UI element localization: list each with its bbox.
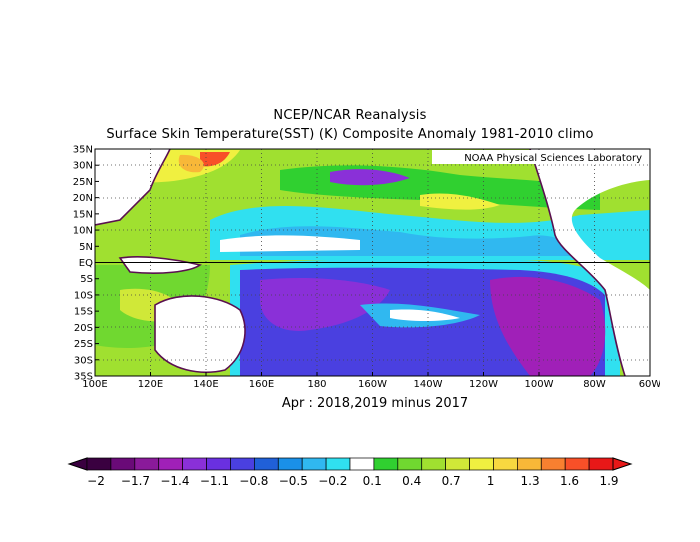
land-indonesia (120, 256, 200, 274)
coast-australia (154, 295, 246, 373)
colorbar-cell (469, 457, 494, 471)
colorbar-cell (134, 457, 160, 471)
colorbar-cell (445, 457, 470, 471)
colorbar-cell (564, 457, 590, 471)
colorbar-label: 1.6 (560, 474, 579, 488)
lat-label: 30N (73, 161, 93, 172)
colorbar-cell (588, 457, 614, 471)
colorbar-cell (325, 457, 351, 471)
latitude-axis: 35N 30N 25N 20N 15N 10N 5N EQ 5S 10S 15S 20S 25S 30S 3… (73, 145, 99, 383)
colorbar-label: −1.1 (200, 474, 229, 488)
lon-label: 160W (358, 379, 387, 390)
colorbar-cell (349, 457, 375, 471)
lat-label: 20N (73, 193, 93, 204)
lat-label: 35N (73, 145, 93, 156)
colorbar-label: −1.7 (121, 474, 150, 488)
colorbar-label: −2 (87, 474, 105, 488)
colorbar-label: −1.4 (160, 474, 189, 488)
lon-label: 60W (639, 379, 660, 390)
colorbar-cell (182, 457, 207, 471)
lat-label: 30S (74, 355, 93, 366)
lat-label: 25N (73, 177, 93, 188)
lat-label: EQ (79, 258, 93, 269)
lat-label: 15N (73, 209, 93, 220)
credit-label: NOAA Physical Sciences Laboratory (464, 153, 642, 164)
colorbar-cell (301, 457, 327, 471)
anomaly-white-north (220, 235, 360, 252)
anomaly-yellow-east (420, 193, 500, 210)
coast-indonesia (118, 256, 202, 274)
lat-label: 35S (74, 372, 93, 383)
lon-label: 160E (249, 379, 274, 390)
colorbar-cell (517, 457, 542, 471)
colorbar-cell (397, 457, 423, 471)
anomaly-white-band (390, 309, 460, 321)
lat-label: 20S (74, 323, 93, 334)
colorbar-label: −0.8 (239, 474, 268, 488)
colorbar-label: 0.7 (442, 474, 461, 488)
colorbar-cell (86, 457, 112, 471)
colorbar-cell (493, 457, 518, 471)
colorbar-cell (206, 457, 231, 471)
lon-label: 180 (307, 379, 326, 390)
chart-subtitle-title: Surface Skin Temperature(SST) (K) Compos… (106, 127, 594, 142)
anomaly-purple-south (260, 278, 390, 331)
colorbar-cell (540, 457, 566, 471)
colorbar-label: 1 (487, 474, 495, 488)
colorbar-label: 1.3 (521, 474, 540, 488)
lon-label: 140W (414, 379, 443, 390)
colorbar-cell (230, 457, 255, 471)
colorbar-label: 0.4 (402, 474, 421, 488)
colorbar-cell (254, 457, 279, 471)
colorbar-cell (110, 457, 136, 471)
lat-label: 10S (74, 290, 93, 301)
lat-label: 10N (73, 226, 93, 237)
chart-title: NCEP/NCAR Reanalysis (273, 108, 427, 123)
lat-label: 5S (80, 274, 93, 285)
lon-label: 120W (469, 379, 498, 390)
land-asia (95, 149, 170, 225)
lon-label: 100W (525, 379, 554, 390)
colorbar-cell (158, 457, 183, 471)
anomaly-purple-north (330, 169, 410, 186)
lat-label: 25S (74, 339, 93, 350)
land-australia (155, 295, 245, 373)
anomaly-orange-north (178, 154, 204, 173)
credit-box (432, 150, 648, 164)
coast-asia (95, 149, 171, 226)
colorbar-label: 0.1 (363, 474, 382, 488)
lon-label: 120E (138, 379, 163, 390)
anomaly-magenta-south (490, 276, 606, 376)
time-period-label: Apr : 2018,2019 minus 2017 (281, 396, 469, 411)
colorbar-cell (277, 457, 303, 471)
colorbar-label: −0.2 (318, 474, 347, 488)
colorbar-cell (421, 457, 446, 471)
colorbar-labels: −2 −1.7 −1.4 −1.1 −0.8 −0.5 −0.2 0.1 0.4 0.7 1 1.3 1… (87, 474, 618, 488)
colorbar-cells (67, 457, 633, 471)
lat-label: 15S (74, 307, 93, 318)
colorbar-label: 1.9 (599, 474, 618, 488)
colorbar-min-arrow (67, 457, 88, 471)
colorbar-cell (373, 457, 399, 471)
colorbar-label: −0.5 (279, 474, 308, 488)
longitude-axis: 100E 120E 140E 160E 180 160W 140W 120W 100W 80W 60… (82, 372, 660, 390)
sst-anomaly-map: NOAA Physical Sciences Laboratory 35N 30N… (73, 145, 660, 391)
colorbar-max-arrow (612, 457, 633, 471)
lon-label: 80W (583, 379, 606, 390)
lon-label: 100E (82, 379, 107, 390)
lat-label: 5N (79, 242, 93, 253)
lon-label: 140E (193, 379, 218, 390)
anomaly-red-north (200, 152, 230, 167)
colorbar: −2 −1.7 −1.4 −1.1 −0.8 −0.5 −0.2 0.1 0.4 0.7 1 1.3 1… (67, 457, 633, 488)
coast-americas (529, 149, 626, 376)
